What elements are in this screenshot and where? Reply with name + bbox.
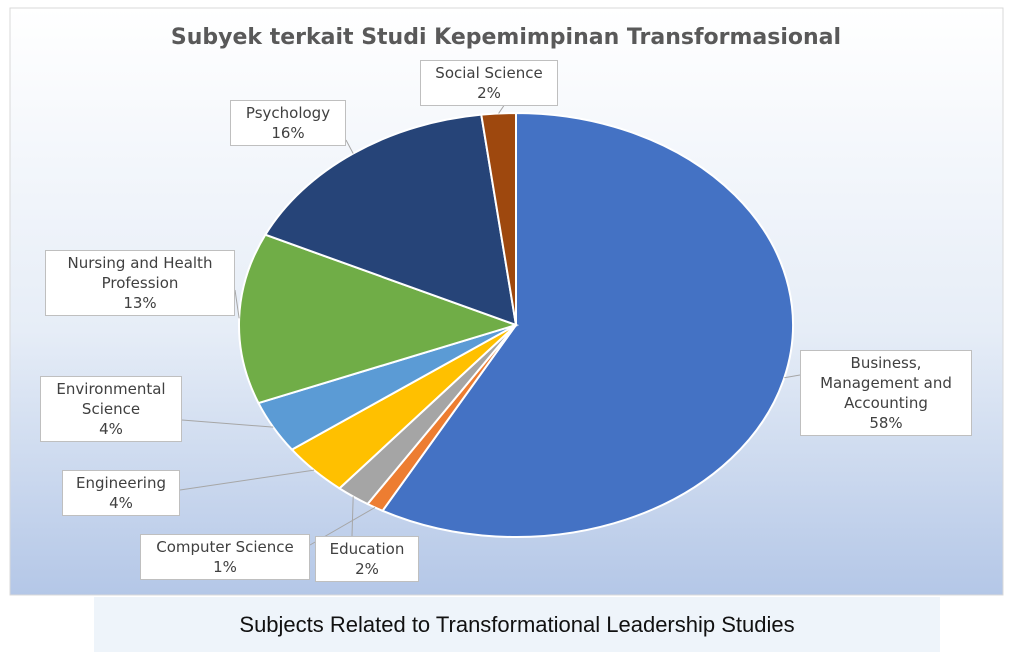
data-label: Education 2% (315, 536, 419, 582)
label-category: Computer Science (156, 538, 294, 556)
label-value: 13% (123, 294, 157, 312)
data-label: Computer Science 1% (140, 534, 310, 580)
leader-line (351, 496, 354, 537)
caption: Subjects Related to Transformational Lea… (94, 597, 940, 652)
label-value: 1% (213, 558, 237, 576)
label-category: Business, Management and Accounting (820, 354, 952, 412)
label-category: Social Science (435, 64, 543, 82)
leader-line (181, 419, 274, 428)
label-value: 16% (271, 124, 305, 142)
label-category: Nursing and Health Profession (67, 254, 213, 292)
leader-line (784, 374, 801, 379)
leader-line (234, 289, 240, 319)
label-value: 4% (99, 420, 123, 438)
data-label: Engineering 4% (62, 470, 180, 516)
data-label: Nursing and Health Profession 13% (45, 250, 235, 316)
data-label: Social Science 2% (420, 60, 558, 106)
pie-slice (263, 113, 518, 327)
label-value: 4% (109, 494, 133, 512)
chart-title: Subyek terkait Studi Kepemimpinan Transf… (171, 25, 841, 50)
label-value: 2% (477, 84, 501, 102)
pie-slice (480, 111, 517, 326)
label-category: Psychology (245, 104, 331, 122)
pie-slice (238, 233, 520, 405)
data-label: Business, Management and Accounting 58% (800, 350, 972, 436)
label-value: 2% (355, 560, 379, 578)
leader-line (345, 139, 354, 154)
data-label: Psychology 16% (230, 100, 346, 146)
pie-slice (381, 111, 794, 538)
leader-line (179, 469, 315, 491)
label-value: 58% (869, 414, 903, 432)
label-category: Engineering (76, 474, 166, 492)
label-category: Education (329, 540, 405, 558)
label-category: Environmental Science (56, 380, 166, 418)
data-label: Environmental Science 4% (40, 376, 182, 442)
